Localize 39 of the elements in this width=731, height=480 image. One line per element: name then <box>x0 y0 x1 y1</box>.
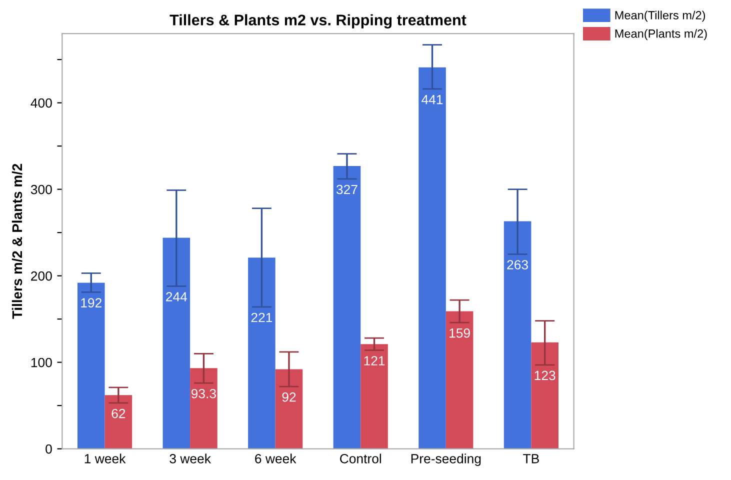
data-label: 121 <box>364 356 385 366</box>
bar <box>418 67 446 449</box>
x-tick-label: TB <box>523 454 539 464</box>
y-tick-label: 200 <box>31 271 52 281</box>
bar <box>504 221 532 449</box>
data-label: 192 <box>81 298 102 308</box>
chart-title: Tillers & Plants m2 vs. Ripping treatment <box>170 14 466 29</box>
y-axis-title: Tillers m/2 & Plants m/2 <box>12 164 22 319</box>
x-tick-label: 1 week <box>84 454 126 464</box>
data-label: 123 <box>534 370 556 380</box>
data-label: 263 <box>507 260 528 270</box>
data-label: 62 <box>112 408 126 418</box>
bar <box>248 258 276 449</box>
bar <box>531 342 558 449</box>
x-tick-label: Pre-seeding <box>411 454 481 466</box>
data-label: 93.3 <box>191 388 216 398</box>
y-tick-label: 400 <box>30 98 52 108</box>
x-tick-label: Control <box>340 454 382 464</box>
bar <box>104 395 132 449</box>
bar <box>77 282 105 449</box>
bar <box>275 369 303 449</box>
x-tick-label: 6 week <box>255 454 296 464</box>
x-tick-label: 3 week <box>170 454 211 464</box>
legend-label: Mean(Plants m/2) <box>615 29 707 40</box>
bar <box>190 368 218 449</box>
data-label: 159 <box>450 328 470 338</box>
data-label: 441 <box>422 95 443 104</box>
legend-label: Mean(Tillers m/2) <box>615 10 706 22</box>
bar <box>360 344 388 449</box>
data-label: 92 <box>282 392 296 402</box>
data-label: 244 <box>166 292 188 302</box>
data-label: 221 <box>251 312 272 322</box>
y-tick-label: 0 <box>46 444 52 454</box>
y-tick-label: 300 <box>30 184 52 194</box>
bar <box>162 238 190 449</box>
bar <box>333 166 361 449</box>
data-label: 327 <box>336 184 358 194</box>
bar <box>446 311 474 449</box>
y-tick-label: 100 <box>31 358 52 368</box>
